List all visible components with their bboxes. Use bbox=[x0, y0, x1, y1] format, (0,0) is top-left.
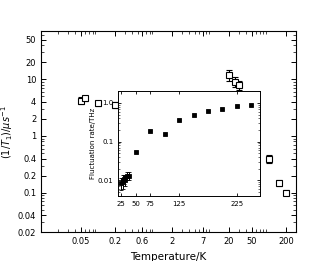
X-axis label: Temperature/K: Temperature/K bbox=[131, 252, 207, 261]
Y-axis label: $(1/T_1)/\mu s^{-1}$: $(1/T_1)/\mu s^{-1}$ bbox=[0, 105, 15, 159]
Y-axis label: Fluctuation rate/THz: Fluctuation rate/THz bbox=[90, 108, 96, 179]
